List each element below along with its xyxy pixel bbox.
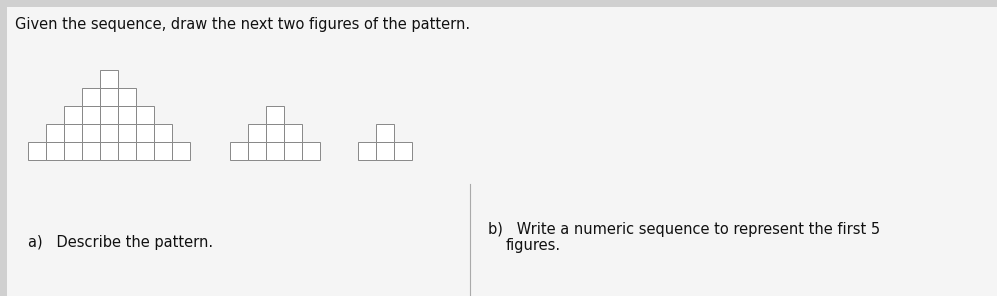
- Text: figures.: figures.: [506, 238, 561, 253]
- Bar: [266, 124, 284, 142]
- Bar: [46, 142, 64, 160]
- Bar: [64, 142, 82, 160]
- Bar: [248, 124, 266, 142]
- Bar: [302, 142, 320, 160]
- Bar: [136, 142, 154, 160]
- Bar: [376, 124, 394, 142]
- Text: a)   Describe the pattern.: a) Describe the pattern.: [28, 235, 213, 250]
- Bar: [136, 106, 154, 124]
- Bar: [230, 142, 248, 160]
- Bar: [118, 142, 136, 160]
- Bar: [284, 142, 302, 160]
- Bar: [100, 88, 118, 106]
- Bar: [154, 142, 172, 160]
- Bar: [136, 124, 154, 142]
- Bar: [82, 142, 100, 160]
- Bar: [154, 124, 172, 142]
- Bar: [82, 106, 100, 124]
- Bar: [358, 142, 376, 160]
- Bar: [266, 106, 284, 124]
- Bar: [64, 124, 82, 142]
- Bar: [100, 70, 118, 88]
- Bar: [118, 88, 136, 106]
- Bar: [118, 106, 136, 124]
- Bar: [376, 142, 394, 160]
- Bar: [46, 124, 64, 142]
- Bar: [100, 142, 118, 160]
- Bar: [266, 142, 284, 160]
- Bar: [82, 124, 100, 142]
- Bar: [28, 142, 46, 160]
- Bar: [394, 142, 412, 160]
- Text: Given the sequence, draw the next two figures of the pattern.: Given the sequence, draw the next two fi…: [15, 17, 471, 32]
- Bar: [284, 124, 302, 142]
- Bar: [64, 106, 82, 124]
- Bar: [100, 106, 118, 124]
- Bar: [118, 124, 136, 142]
- Bar: [82, 88, 100, 106]
- Bar: [172, 142, 190, 160]
- Bar: [248, 142, 266, 160]
- Text: b)   Write a numeric sequence to represent the first 5: b) Write a numeric sequence to represent…: [488, 222, 880, 237]
- Bar: [100, 124, 118, 142]
